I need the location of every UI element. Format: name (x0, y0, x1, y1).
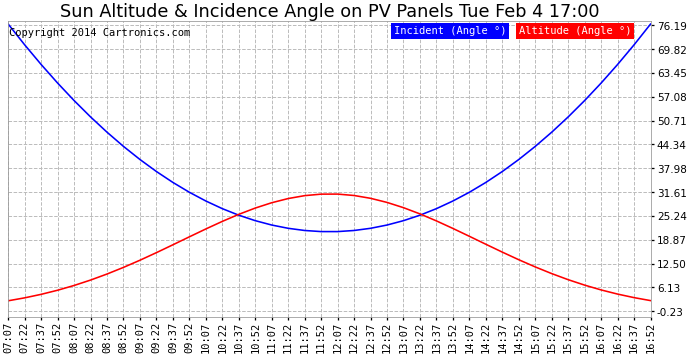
Title: Sun Altitude & Incidence Angle on PV Panels Tue Feb 4 17:00: Sun Altitude & Incidence Angle on PV Pan… (59, 3, 599, 21)
Text: Incident (Angle °): Incident (Angle °) (393, 26, 506, 36)
Text: Altitude (Angle °): Altitude (Angle °) (519, 26, 631, 36)
Text: Copyright 2014 Cartronics.com: Copyright 2014 Cartronics.com (10, 28, 190, 38)
